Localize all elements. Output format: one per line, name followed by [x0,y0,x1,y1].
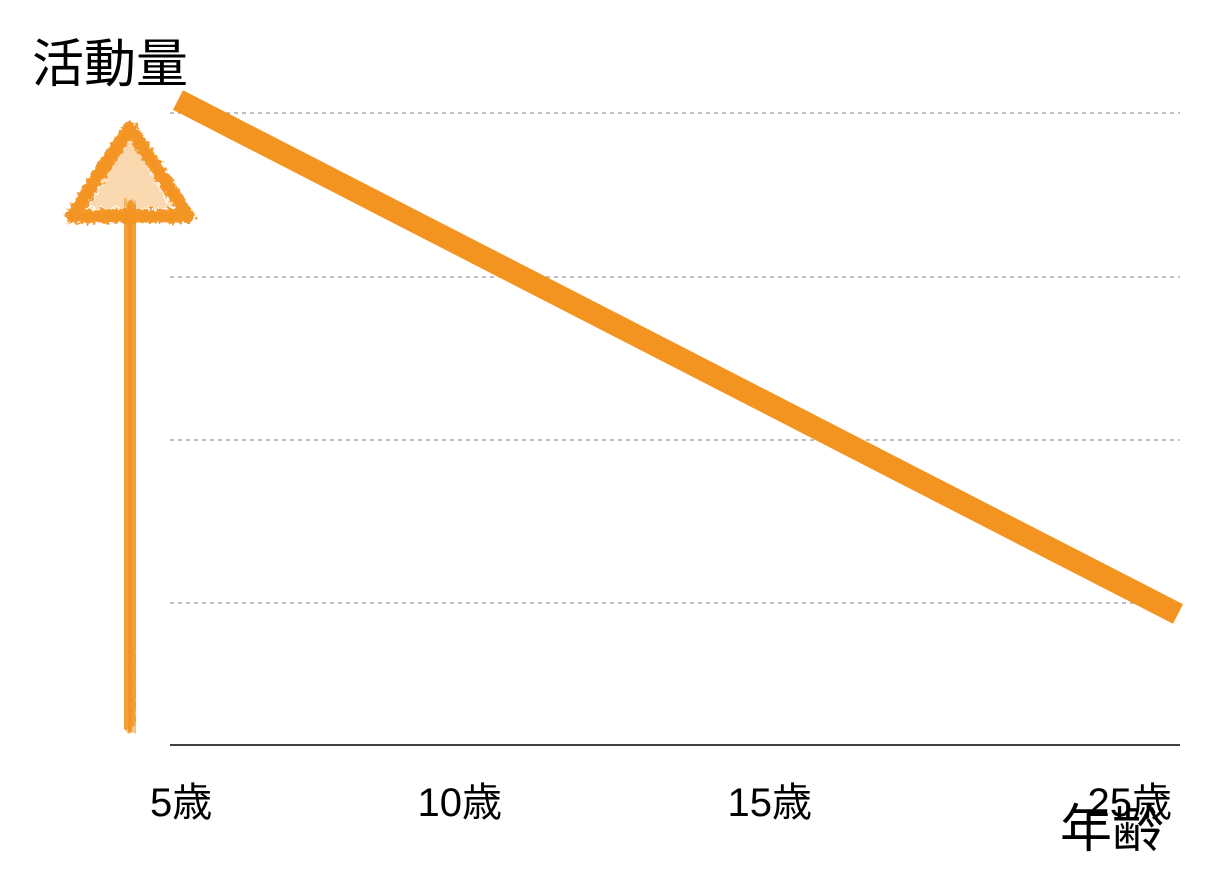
x-tick-label: 25歳 [1088,770,1173,828]
chart-container: 活動量 年齢 5歳10歳15歳25歳 [0,0,1224,892]
x-tick-label: 15歳 [728,770,813,828]
y-axis-label: 活動量 [32,22,188,97]
trend-line [178,100,1178,614]
x-tick-label: 5歳 [150,770,212,828]
y-axis-arrow-icon [72,128,188,720]
x-tick-label: 10歳 [418,770,503,828]
chart-svg [0,0,1224,892]
